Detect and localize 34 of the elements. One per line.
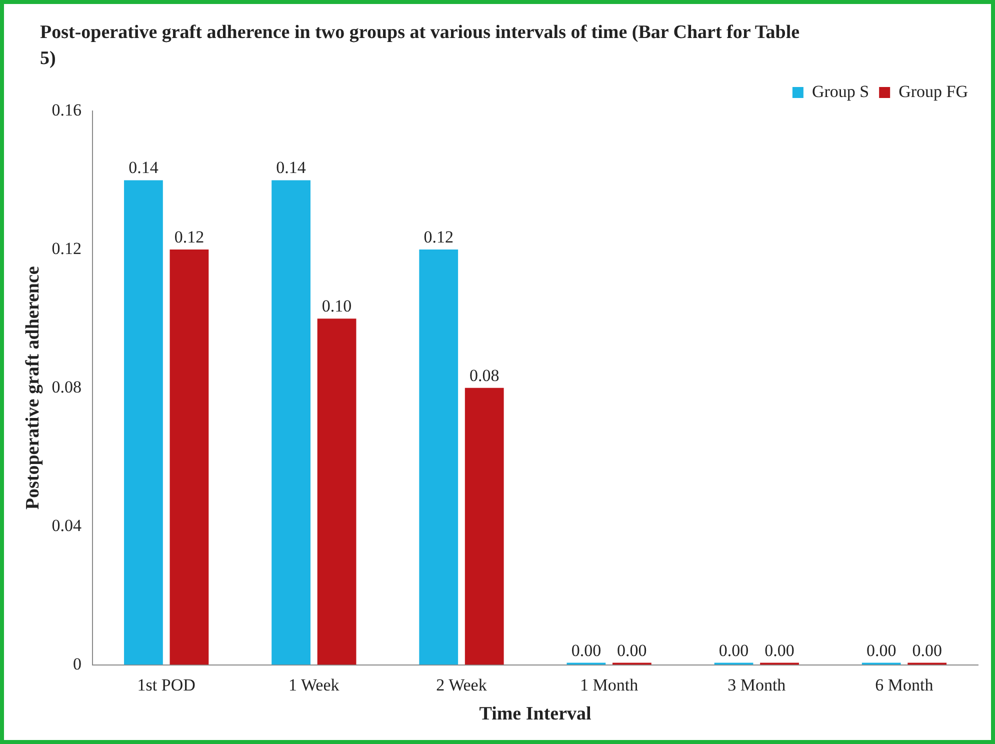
data-label: 0.12 — [174, 227, 204, 246]
x-axis-title: Time Interval — [479, 704, 592, 725]
data-label: 0.00 — [617, 640, 647, 660]
x-tick-label: 3 Month — [728, 675, 786, 694]
legend-label: Group FG — [898, 82, 968, 101]
y-axis-title: Postoperative graft adherence — [22, 266, 44, 510]
data-label: 0.14 — [276, 158, 306, 178]
y-tick-label: 0 — [73, 654, 82, 674]
data-label: 0.00 — [571, 640, 602, 660]
bar — [272, 180, 310, 665]
data-label: 0.14 — [128, 158, 159, 178]
chart-title: Post-operative graft adherence in two groups at various intervals of time (Bar Chart for Table 5) — [40, 21, 800, 71]
data-label: 0.00 — [912, 640, 942, 660]
data-label: 0.00 — [866, 640, 896, 660]
x-tick-label: 1st POD — [137, 675, 196, 694]
x-tick-label: 6 Month — [875, 675, 934, 694]
bar — [170, 249, 209, 665]
bar — [464, 388, 504, 665]
x-tick-label: 2 Week — [436, 675, 488, 694]
bar — [124, 180, 163, 665]
data-label: 0.10 — [322, 296, 352, 316]
data-label: 0.12 — [424, 227, 454, 246]
y-tick-label: 0.16 — [52, 100, 82, 120]
legend-label: Group S — [812, 82, 870, 101]
bar — [419, 249, 458, 665]
y-tick-label: 0.12 — [52, 238, 82, 258]
y-tick-label: 0.04 — [52, 516, 82, 535]
y-tick-label: 0.08 — [52, 377, 82, 396]
data-label: 0.00 — [718, 640, 749, 660]
data-label: 0.00 — [764, 640, 794, 660]
x-tick-label: 1 Month — [580, 675, 639, 694]
bar — [317, 318, 356, 665]
x-tick-label: 1 Week — [288, 675, 340, 694]
data-label: 0.08 — [469, 366, 500, 385]
